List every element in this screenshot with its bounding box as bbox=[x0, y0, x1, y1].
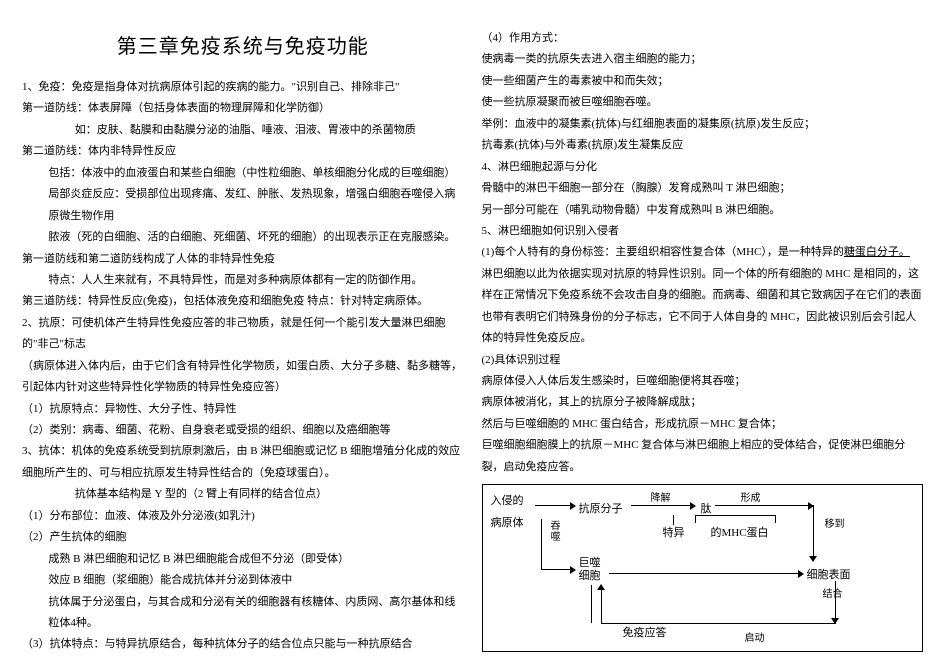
paragraph: （2）产生抗体的细胞 bbox=[22, 527, 464, 548]
chapter-title: 第三章免疫系统与免疫功能 bbox=[22, 28, 464, 67]
bracket-line bbox=[775, 515, 776, 523]
paragraph: 效应 B 细胞（浆细胞）能合成抗体并分泌到体液中 bbox=[22, 570, 464, 591]
paragraph: 包括：体液中的血液蛋白和某些白细胞（中性粒细胞、单核细胞分化成的巨噬细胞） bbox=[22, 163, 464, 184]
paragraph: （1）分布部位：血液、体液及外分泌液(如乳汁) bbox=[22, 506, 464, 527]
line bbox=[591, 585, 592, 623]
bracket-line bbox=[695, 515, 696, 523]
paragraph: （4）作用方式： bbox=[482, 28, 924, 49]
paragraph: （1）抗原特点：异物性、大分子性、特异性 bbox=[22, 399, 464, 420]
paragraph: 举例：血液中的凝集素(抗体)与红细胞表面的凝集原(抗原)发生反应； bbox=[482, 114, 924, 135]
paragraph: 使病毒一类的抗原失去进入宿主细胞的能力； bbox=[482, 49, 924, 70]
paragraph: 4、淋巴细胞起源与分化 bbox=[482, 157, 924, 178]
paragraph: 第一道防线：体表屏障（包括身体表面的物理屏障和化学防御） bbox=[22, 98, 464, 119]
paragraph: 巨噬细胞细胞膜上的抗原－MHC 复合体与淋巴细胞上相应的受体结合，促使淋巴细胞分… bbox=[482, 435, 924, 478]
paragraph: 抗体基本结构是 Y 型的（2 臂上有同样的结合位点） bbox=[22, 484, 464, 505]
label-engulf: 吞 噬 bbox=[551, 521, 561, 543]
paragraph: 5、淋巴细胞如何识别入侵者 bbox=[482, 221, 924, 242]
bracket-line bbox=[695, 515, 775, 516]
paragraph: (2)具体识别过程 bbox=[482, 350, 924, 371]
paragraph: 局部炎症反应：受损部位出现疼痛、发红、肿胀、发热现象，增强白细胞吞噬侵入病原微生… bbox=[22, 184, 464, 227]
paragraph: 第二道防线：体内非特异性反应 bbox=[22, 141, 464, 162]
paragraph: 抗体属于分泌蛋白，与其合成和分泌有关的细胞器有核糖体、内质网、高尔基体和线粒体4… bbox=[22, 592, 464, 635]
arrow bbox=[609, 573, 803, 574]
node-cellsurface: 细胞表面 bbox=[807, 565, 851, 586]
paragraph: 骨髓中的淋巴干细胞一部分在（胸腺）发育成熟叫 T 淋巴细胞； bbox=[482, 178, 924, 199]
underlined-text: 糖蛋白分子。 bbox=[844, 246, 910, 258]
paragraph: 2、抗原：可使机体产生特异性免疫应答的非己物质，就是任何一个能引发大量淋巴细胞的… bbox=[22, 313, 464, 356]
label-moveto: 移到 bbox=[825, 515, 845, 535]
paragraph: 第三道防线：特异性反应(免疫)，包括体液免疫和细胞免疫 特点：针对特定病原体。 bbox=[22, 291, 464, 312]
label-bind: 结合 bbox=[823, 585, 843, 605]
line bbox=[673, 515, 674, 525]
node-macrophage: 巨噬 细胞 bbox=[579, 557, 601, 582]
node-specific: 特异 bbox=[663, 523, 685, 544]
paragraph: 脓液（死的白细胞、活的白细胞、死细菌、坏死的细胞）的出现表示正在克服感染。 bbox=[22, 227, 464, 248]
right-column: （4）作用方式： 使病毒一类的抗原失去进入宿主细胞的能力； 使一些细菌产生的毒素… bbox=[482, 28, 924, 649]
paragraph: 使一些抗原凝聚而被巨噬细胞吞噬。 bbox=[482, 92, 924, 113]
paragraph: (1)每个人特有的身份标签：主要组织相容性复合体（MHC），是一种特异的糖蛋白分… bbox=[482, 242, 924, 263]
text: (1)每个人特有的身份标签：主要组织相容性复合体（MHC），是一种特异的 bbox=[482, 246, 844, 258]
node-peptide: 肽 bbox=[701, 499, 712, 520]
node-antigen: 抗原分子 bbox=[579, 499, 623, 520]
line bbox=[541, 519, 542, 569]
paragraph: 另一部分可能在（哺乳动物骨髓）中发育成熟叫 B 淋巴细胞。 bbox=[482, 200, 924, 221]
arrow bbox=[813, 505, 814, 561]
paragraph: （2）类别：病毒、细菌、花粉、自身衰老或受损的组织、细胞以及癌细胞等 bbox=[22, 420, 464, 441]
paragraph: 3、抗体：机体的免疫系统受到抗原刺激后，由 B 淋巴细胞或记忆 B 细胞增殖分化… bbox=[22, 441, 464, 484]
arrow bbox=[601, 585, 602, 623]
flow-diagram: 入侵的 病原体 抗原分子 降解 肽 形成 特异 的MHC蛋白 移到 吞 噬 巨噬… bbox=[482, 484, 924, 652]
arrow bbox=[835, 581, 836, 623]
paragraph: 抗毒素(抗体)与外毒素(抗原)发生凝集反应 bbox=[482, 135, 924, 156]
paragraph: （病原体进入体内后，由于它们含有特异性化学物质，如蛋白质、大分子多糖、黏多糖等，… bbox=[22, 356, 464, 399]
paragraph: 病原体侵入人体后发生感染时，巨噬细胞便将其吞噬； bbox=[482, 371, 924, 392]
arrow bbox=[715, 505, 813, 506]
left-column: 第三章免疫系统与免疫功能 1、免疫：免疫是指身体对抗病原体引起的疾病的能力。"识… bbox=[22, 28, 464, 649]
paragraph: 如：皮肤、黏膜和由黏膜分泌的油脂、唾液、泪液、胃液中的杀菌物质 bbox=[22, 120, 464, 141]
paragraph: 病原体被消化，其上的抗原分子被降解成肽； bbox=[482, 392, 924, 413]
paragraph: 特点：人人生来就有，不具特异性，而是对多种病原体都有一定的防御作用。 bbox=[22, 270, 464, 291]
paragraph: 成熟 B 淋巴细胞和记忆 B 淋巴细胞能合成但不分泌（即受体） bbox=[22, 549, 464, 570]
arrow bbox=[541, 569, 575, 570]
paragraph: 使一些细菌产生的毒素被中和而失效； bbox=[482, 71, 924, 92]
paragraph: 然后与巨噬细胞的 MHC 蛋白结合，形成抗原－MHC 复合体； bbox=[482, 414, 924, 435]
label-start: 启动 bbox=[745, 629, 765, 649]
node-mhc: 的MHC蛋白 bbox=[711, 523, 769, 544]
paragraph: 淋巴细胞以此为依据实现对抗原的特异性识别。同一个体的所有细胞的 MHC 是相同的… bbox=[482, 264, 924, 350]
arrow bbox=[535, 505, 575, 506]
arrow bbox=[631, 505, 695, 506]
paragraph: 1、免疫：免疫是指身体对抗病原体引起的疾病的能力。"识别自己、排除非己" bbox=[22, 77, 464, 98]
line bbox=[601, 623, 836, 624]
node-pathogen: 入侵的 病原体 bbox=[491, 491, 524, 534]
paragraph: （3）抗体特点：与特异抗原结合，每种抗体分子的结合位点只能与一种抗原结合 bbox=[22, 634, 464, 655]
node-immune-response: 免疫应答 bbox=[623, 623, 667, 644]
paragraph: 第一道防线和第二道防线构成了人体的非特异性免疫 bbox=[22, 249, 464, 270]
